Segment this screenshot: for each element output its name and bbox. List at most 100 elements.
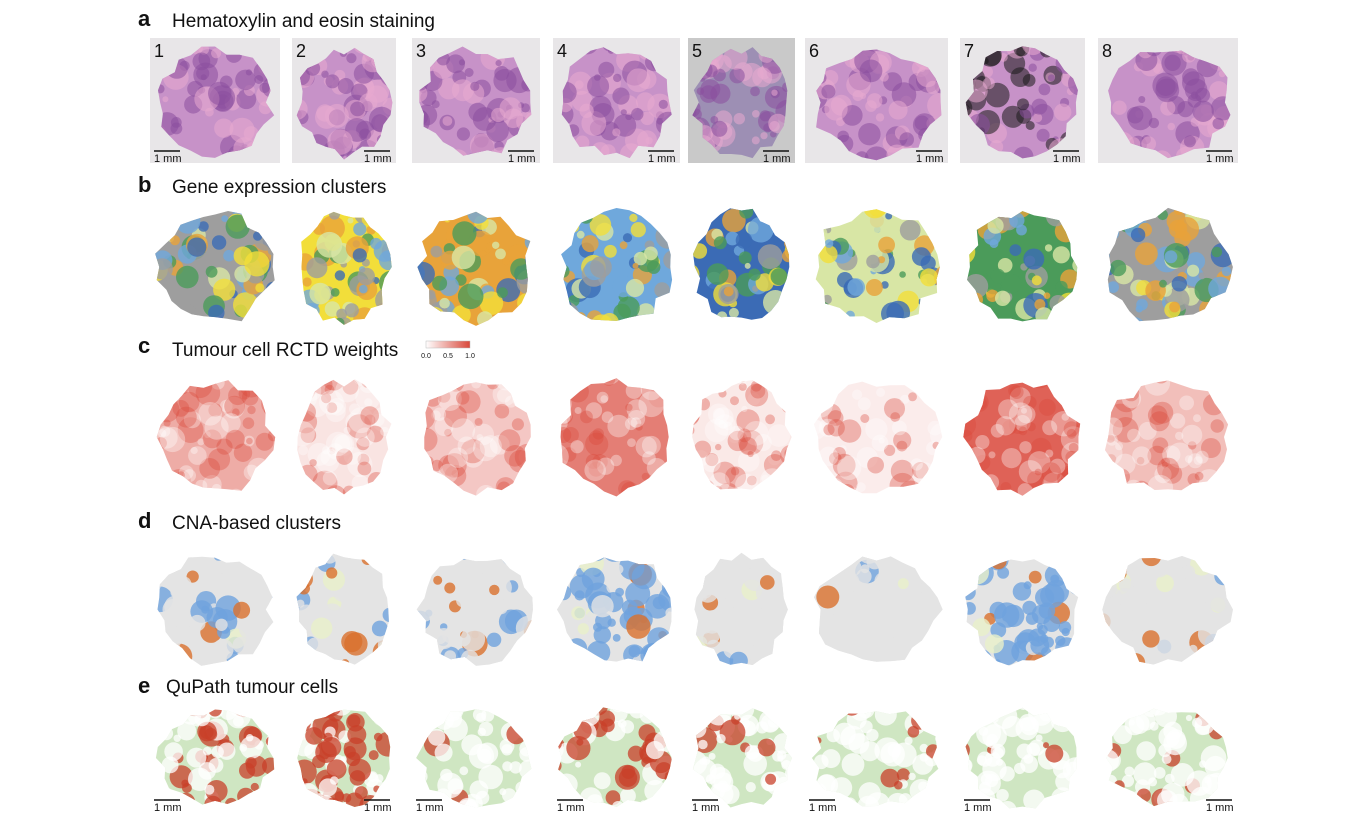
- texture-patch: [326, 567, 338, 579]
- texture-patch: [1055, 637, 1078, 660]
- texture-patch: [1135, 242, 1158, 266]
- texture-patch: [652, 319, 671, 321]
- texture-patch: [1212, 363, 1228, 379]
- texture-patch: [619, 241, 628, 250]
- texture-patch: [1106, 434, 1118, 446]
- texture-patch: [963, 385, 975, 407]
- texture-patch: [247, 457, 270, 481]
- texture-patch: [1209, 81, 1229, 101]
- texture-patch: [444, 650, 456, 662]
- texture-patch: [1068, 291, 1078, 310]
- texture-patch: [172, 303, 198, 322]
- texture-patch: [1035, 587, 1055, 608]
- texture-patch: [1105, 417, 1123, 437]
- texture-patch: [601, 411, 614, 424]
- texture-patch: [529, 709, 532, 717]
- texture-patch: [741, 405, 748, 412]
- texture-patch: [1113, 725, 1132, 745]
- texture-patch: [182, 805, 194, 817]
- texture-patch: [607, 414, 630, 438]
- texture-patch: [821, 749, 841, 769]
- texture-patch: [176, 699, 185, 708]
- texture-patch: [324, 384, 335, 395]
- texture-patch: [1123, 385, 1140, 402]
- texture-patch: [654, 282, 670, 298]
- tissue: [297, 379, 392, 495]
- texture-patch: [596, 391, 609, 404]
- texture-patch: [908, 392, 917, 402]
- texture-patch: [486, 119, 509, 143]
- texture-patch: [593, 626, 611, 644]
- texture-patch: [514, 385, 522, 394]
- texture-patch: [961, 194, 977, 210]
- texture-patch: [1128, 210, 1137, 218]
- texture-patch: [451, 245, 476, 270]
- texture-patch: [692, 750, 708, 776]
- texture-patch: [417, 218, 421, 229]
- texture-patch: [771, 89, 778, 96]
- texture-patch: [212, 638, 234, 661]
- tissue-texture: [301, 211, 392, 325]
- texture-patch: [622, 233, 633, 243]
- texture-patch: [344, 303, 359, 318]
- texture-patch: [641, 699, 648, 706]
- texture-patch: [629, 707, 646, 719]
- texture-patch: [208, 758, 224, 773]
- texture-patch: [173, 699, 180, 706]
- texture-patch: [1068, 442, 1079, 453]
- texture-patch: [1156, 76, 1176, 96]
- texture-patch: [719, 605, 737, 624]
- texture-patch: [1132, 601, 1149, 618]
- texture-patch: [1077, 400, 1081, 408]
- texture-patch: [940, 201, 951, 212]
- texture-patch: [1212, 117, 1225, 130]
- texture-patch: [1182, 207, 1204, 212]
- scale-bar-label: 1 mm: [364, 153, 392, 165]
- texture-patch: [1194, 580, 1202, 588]
- texture-patch: [730, 396, 739, 406]
- texture-patch: [417, 211, 439, 229]
- texture-patch: [996, 789, 1009, 802]
- texture-patch: [826, 484, 852, 494]
- texture-patch: [889, 472, 916, 494]
- texture-patch: [1103, 558, 1128, 583]
- texture-patch: [1008, 384, 1021, 398]
- panel-letter: a: [138, 6, 151, 31]
- texture-patch: [586, 557, 607, 562]
- texture-patch: [918, 317, 938, 323]
- texture-patch: [937, 220, 940, 239]
- texture-patch: [1220, 648, 1233, 662]
- texture-patch: [931, 628, 939, 636]
- texture-patch: [438, 455, 459, 476]
- texture-patch: [1012, 582, 1032, 601]
- texture-patch: [558, 727, 565, 740]
- texture-patch: [353, 222, 367, 236]
- texture-patch: [239, 744, 248, 752]
- texture-patch: [694, 571, 703, 588]
- texture-patch: [575, 761, 582, 768]
- texture-patch: [568, 221, 580, 233]
- texture-patch: [204, 415, 229, 440]
- texture-patch: [236, 580, 254, 597]
- texture-patch: [1160, 100, 1176, 116]
- texture-patch: [424, 458, 431, 479]
- texture-patch: [933, 264, 940, 290]
- texture-patch: [694, 211, 701, 219]
- texture-patch: [696, 553, 705, 562]
- texture-patch: [1061, 559, 1079, 570]
- tissue: [156, 380, 276, 491]
- texture-patch: [1026, 742, 1041, 757]
- texture-patch: [939, 472, 943, 488]
- texture-patch: [1115, 442, 1124, 451]
- scale-bar-label: 1 mm: [809, 802, 837, 814]
- texture-patch: [969, 722, 976, 729]
- texture-patch: [893, 651, 912, 662]
- texture-patch: [694, 652, 696, 665]
- texture-patch: [155, 295, 162, 314]
- texture-patch: [436, 607, 449, 619]
- texture-patch: [497, 481, 511, 496]
- texture-patch: [379, 270, 392, 296]
- texture-patch: [850, 319, 861, 323]
- texture-patch: [821, 84, 836, 99]
- texture-patch: [727, 430, 748, 452]
